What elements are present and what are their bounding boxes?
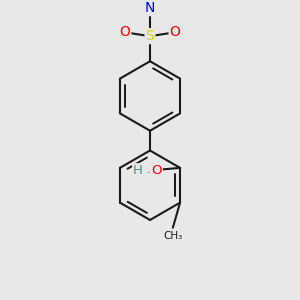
Text: O: O [119, 25, 130, 39]
Text: N: N [145, 1, 155, 15]
Text: CH₃: CH₃ [163, 231, 182, 242]
Text: O: O [169, 25, 181, 39]
Text: .: . [147, 165, 151, 175]
Text: H: H [133, 164, 142, 177]
Text: O: O [152, 164, 162, 177]
Text: S: S [146, 29, 154, 43]
